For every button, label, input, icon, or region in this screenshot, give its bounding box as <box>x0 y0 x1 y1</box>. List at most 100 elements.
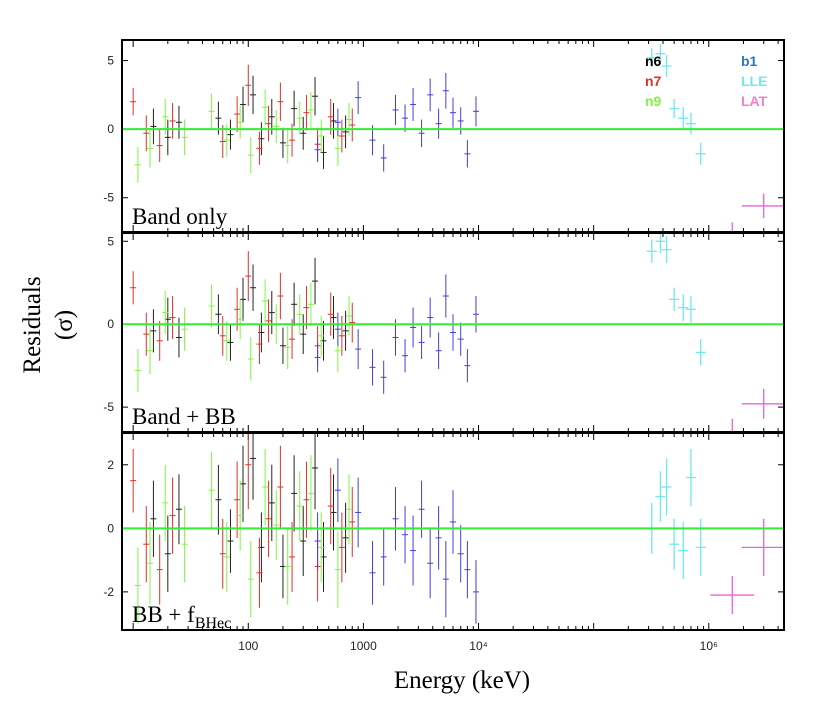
data-point <box>219 518 226 589</box>
data-point <box>291 90 298 127</box>
data-point <box>442 72 449 109</box>
series-LAT <box>710 388 784 432</box>
x-tick-label: 1000 <box>350 639 377 653</box>
data-point <box>134 349 141 393</box>
series-n6 <box>150 257 349 365</box>
series-n9 <box>134 89 353 183</box>
data-point <box>369 349 376 386</box>
data-point <box>227 324 234 361</box>
data-point <box>289 521 296 592</box>
panel-label: Band + BB <box>132 404 236 429</box>
data-point <box>181 506 188 583</box>
data-point <box>338 315 345 356</box>
data-point <box>256 131 263 165</box>
data-point <box>265 105 272 142</box>
panel-background <box>122 40 784 232</box>
data-point <box>219 315 226 356</box>
data-point <box>208 93 215 130</box>
data-point <box>472 560 479 624</box>
x-axis-title: Energy (keV) <box>394 667 530 694</box>
data-point <box>240 445 247 522</box>
data-point <box>130 271 137 305</box>
data-point <box>655 471 666 522</box>
data-point <box>349 108 356 142</box>
y-axis-title-line2: (σ) <box>51 310 78 340</box>
data-point <box>314 512 321 570</box>
data-point <box>418 119 425 147</box>
data-point <box>330 474 337 551</box>
data-point <box>143 115 150 152</box>
data-point <box>169 477 176 554</box>
data-point <box>355 81 362 115</box>
data-point <box>146 327 153 374</box>
panel-label: Band only <box>132 204 228 229</box>
data-point <box>181 119 188 156</box>
data-point <box>245 251 252 301</box>
panel-2: 5 0 -5 Band + BB <box>103 232 785 433</box>
panel-frame <box>121 432 785 631</box>
data-point <box>661 458 672 516</box>
data-point <box>435 108 442 139</box>
data-point <box>265 299 272 343</box>
y-tick-label: 5 <box>107 54 114 68</box>
data-point <box>334 458 341 522</box>
data-point <box>164 119 171 156</box>
y-axis-title-line1: Residuals <box>19 276 46 373</box>
data-point <box>156 534 163 605</box>
data-point <box>134 146 141 183</box>
data-point <box>169 296 176 340</box>
x-tick-label: 10⁴ <box>469 639 488 653</box>
data-point <box>427 297 434 338</box>
data-point <box>646 48 657 68</box>
data-point <box>134 547 141 624</box>
data-point <box>284 528 291 605</box>
data-point <box>303 286 310 330</box>
data-point <box>464 349 471 383</box>
data-point <box>219 125 226 158</box>
series-LLE <box>646 233 706 366</box>
data-point <box>277 272 284 320</box>
series-n7 <box>130 64 356 165</box>
data-point <box>307 92 314 128</box>
data-point <box>237 299 244 340</box>
data-point <box>346 296 353 336</box>
data-point <box>247 337 254 381</box>
data-point <box>442 541 449 618</box>
data-point <box>661 236 672 263</box>
data-point <box>164 297 171 341</box>
data-point <box>338 119 345 153</box>
data-point <box>427 528 434 599</box>
y-tick-label: 5 <box>107 234 114 248</box>
data-point <box>334 130 341 167</box>
data-point <box>669 98 680 119</box>
data-point <box>380 528 387 586</box>
data-point <box>318 119 325 153</box>
series-LAT <box>731 193 784 232</box>
data-point <box>342 502 349 573</box>
data-point <box>472 96 479 127</box>
data-point <box>402 506 409 564</box>
data-point <box>314 137 321 163</box>
data-point <box>318 315 325 356</box>
data-point <box>162 291 169 335</box>
data-point <box>418 325 425 360</box>
legend-entry-lat: LAT <box>741 93 768 109</box>
data-point <box>685 448 696 507</box>
data-point <box>227 509 234 573</box>
data-point <box>273 490 280 561</box>
data-point <box>464 140 471 168</box>
data-point <box>150 480 157 557</box>
data-point <box>150 108 157 145</box>
data-point <box>342 115 349 149</box>
y-tick-label: -5 <box>103 400 114 414</box>
data-point <box>181 307 188 351</box>
data-point <box>234 96 241 132</box>
series-n9 <box>134 279 353 393</box>
data-point <box>669 518 680 570</box>
data-point <box>268 291 275 335</box>
data-point <box>402 339 409 373</box>
data-point <box>227 119 234 150</box>
data-point <box>410 88 417 121</box>
